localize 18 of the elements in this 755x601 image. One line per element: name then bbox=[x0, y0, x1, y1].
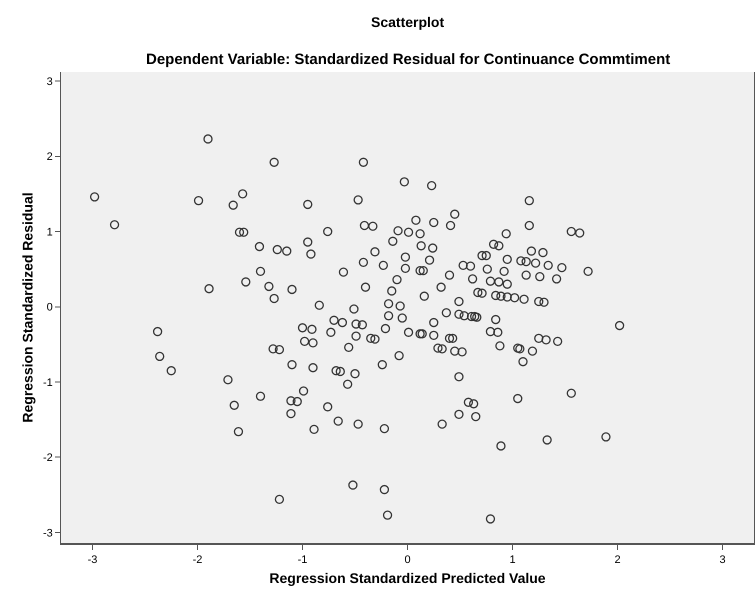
y-tick-label: 0 bbox=[46, 302, 53, 314]
y-axis-title: Regression Standardized Residual bbox=[20, 192, 36, 423]
x-tick-label: -3 bbox=[88, 554, 98, 566]
x-tick-label: -1 bbox=[298, 554, 308, 566]
y-tick-label: -1 bbox=[43, 376, 53, 389]
x-tick-label: -2 bbox=[192, 554, 202, 566]
x-tick-label: 0 bbox=[404, 554, 411, 566]
y-tick-label: 3 bbox=[46, 76, 53, 88]
x-tick-label: 1 bbox=[509, 554, 516, 566]
y-tick-label: -3 bbox=[43, 527, 53, 540]
y-tick-label: 2 bbox=[46, 151, 53, 164]
chart-title: Scatterplot bbox=[371, 14, 444, 30]
x-axis-title: Regression Standardized Predicted Value bbox=[269, 570, 546, 586]
y-tick-label: -2 bbox=[43, 452, 53, 464]
y-tick-label: 1 bbox=[46, 226, 53, 238]
x-tick-label: 2 bbox=[614, 554, 621, 566]
x-tick-label: 3 bbox=[719, 554, 726, 566]
chart-subtitle: Dependent Variable: Standardized Residual for Continuance Commtiment bbox=[146, 51, 670, 68]
